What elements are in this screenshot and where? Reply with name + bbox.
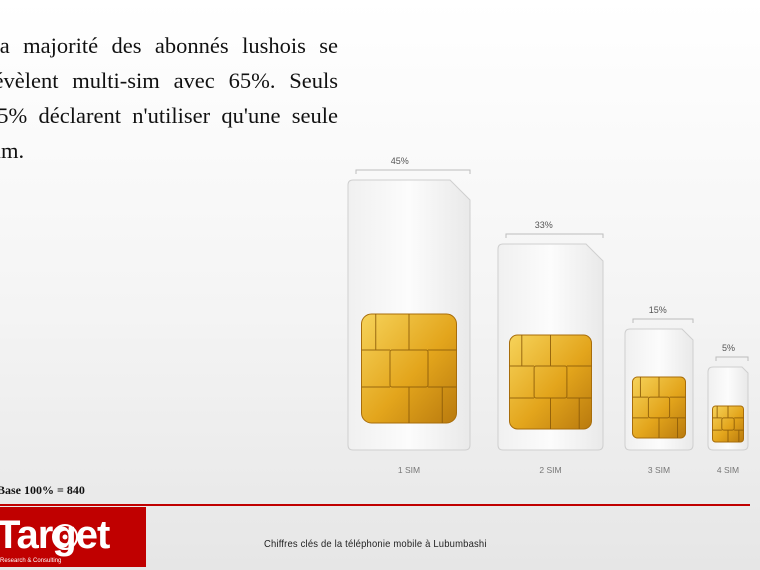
category-label: 4 SIM [717,465,739,475]
target-logo: Target Research & Consulting [0,507,146,567]
category-label: 2 SIM [539,465,561,475]
chip-contacts [361,314,457,423]
chip-contacts [509,335,592,429]
data-label: 5% [722,343,735,353]
value-bracket [355,169,471,174]
category-label: 3 SIM [648,465,670,475]
data-label: 33% [535,220,553,230]
value-bracket [715,356,749,361]
data-label: 45% [391,156,409,166]
base-note: Base 100% = 840 [0,483,85,497]
chip-contacts [712,406,744,442]
logo-tagline: Research & Consulting [0,558,61,564]
chip-contacts [632,377,686,438]
data-label: 15% [649,305,667,315]
value-bracket [632,318,694,323]
intro-paragraph: La majorité des abonnés lushois se révèl… [0,33,338,163]
category-label: 1 SIM [398,465,420,475]
sim-chart: 45% 1 SIM 33% 2 SIM 15% 3 SIM 5% 4 SIM [347,156,749,475]
svg-text:Target: Target [0,513,110,557]
footer-title: Chiffres clés de la téléphonie mobile à … [264,538,487,550]
value-bracket [505,233,604,238]
divider [0,504,750,506]
